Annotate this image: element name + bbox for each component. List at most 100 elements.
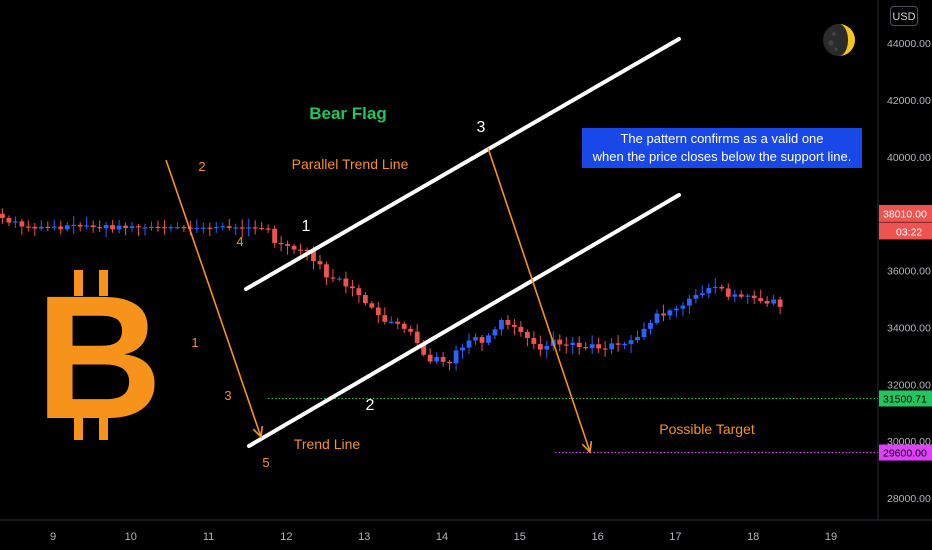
candle-body xyxy=(220,226,226,228)
candle-body xyxy=(337,278,342,280)
candle-body xyxy=(187,227,193,229)
candle-body xyxy=(317,261,323,265)
target-price-tag[interactable] xyxy=(879,444,932,461)
channel-point-label: 1 xyxy=(302,218,311,235)
date-tick-label: 13 xyxy=(358,531,370,543)
candle-body xyxy=(123,225,128,228)
candle-body xyxy=(19,221,25,227)
candle-body xyxy=(596,344,602,349)
candle-body xyxy=(6,217,12,223)
candle-body xyxy=(680,305,686,309)
wave-point-label: 3 xyxy=(224,388,231,403)
wave-point-label: 5 xyxy=(262,455,269,470)
date-tick-label: 16 xyxy=(591,531,603,543)
lower-channel-line[interactable] xyxy=(247,193,681,448)
candle-body xyxy=(609,343,615,350)
candle-body xyxy=(686,298,692,306)
date-tick-label: 9 xyxy=(50,531,56,543)
candle-body xyxy=(129,226,135,228)
candle-body xyxy=(58,226,64,230)
date-tick-label: 11 xyxy=(203,531,214,543)
date-tick-label: 18 xyxy=(747,531,759,543)
candle-body xyxy=(162,227,167,229)
candle-body xyxy=(537,343,543,350)
candle-body xyxy=(25,226,31,228)
candle-body xyxy=(427,354,433,362)
candle-body xyxy=(116,225,122,230)
bitcoin-symbol: B xyxy=(35,260,162,456)
candle-body xyxy=(64,225,70,230)
candle-body xyxy=(518,326,524,332)
trend-line-label: Trend Line xyxy=(294,436,361,452)
candle-body xyxy=(304,249,310,252)
candle-body xyxy=(764,300,770,304)
candle-body xyxy=(635,337,640,341)
candle-body xyxy=(563,344,569,346)
candle-body xyxy=(654,313,660,323)
candle-body xyxy=(401,323,407,329)
candle-body xyxy=(0,213,5,218)
impulse-arrow[interactable] xyxy=(165,159,262,438)
candle-body xyxy=(136,226,141,228)
time-axis[interactable]: 9 10 11 12 13 14 15 16 17 18 19 xyxy=(0,519,932,543)
candle-body xyxy=(473,337,478,341)
candle-body xyxy=(388,321,394,323)
candle-body xyxy=(311,251,316,262)
candlestick-series xyxy=(0,208,783,371)
impulse-arrow-head xyxy=(252,425,264,439)
target-arrow[interactable] xyxy=(487,147,591,453)
candle-body xyxy=(460,347,465,351)
moon-icon xyxy=(823,24,855,56)
date-tick-label: 17 xyxy=(669,531,681,543)
candle-body xyxy=(142,227,148,229)
candle-body xyxy=(349,286,355,289)
candle-body xyxy=(758,298,764,301)
currency-badge[interactable]: USD xyxy=(890,6,918,26)
candle-body xyxy=(382,315,388,322)
countdown-text: 03:22 xyxy=(896,226,922,238)
channel-point-label: 2 xyxy=(366,397,375,414)
candle-body xyxy=(84,225,90,227)
candle-body xyxy=(544,345,550,350)
candle-body xyxy=(745,295,751,297)
price-tick-label: 44000.00 xyxy=(887,38,931,50)
candle-body xyxy=(395,321,401,324)
price-axis[interactable]: 28000.0030000.0032000.0034000.0036000.00… xyxy=(877,0,932,520)
current-price-tag[interactable] xyxy=(879,204,932,222)
candle-body xyxy=(421,343,427,355)
upper-channel-line[interactable] xyxy=(244,37,681,291)
candle-body xyxy=(602,348,608,350)
candle-body xyxy=(751,295,757,299)
date-tick-label: 14 xyxy=(436,531,448,543)
chart-title: Bear Flag xyxy=(309,104,386,123)
candle-body xyxy=(97,227,103,229)
candle-body xyxy=(298,249,303,251)
possible-target-label: Possible Target xyxy=(659,421,755,437)
candle-body xyxy=(447,361,453,364)
candle-body xyxy=(32,226,38,229)
price-tick-label: 28000.00 xyxy=(887,493,931,505)
candle-body xyxy=(693,295,699,299)
wave-point-label: 1 xyxy=(191,335,198,350)
candle-body xyxy=(466,340,472,348)
candle-body xyxy=(486,335,491,343)
candle-body xyxy=(648,322,653,329)
candle-body xyxy=(622,343,627,346)
candle-body xyxy=(453,350,459,364)
candle-body xyxy=(732,294,738,297)
candle-body xyxy=(712,286,718,288)
candle-body xyxy=(51,226,57,228)
candle-body xyxy=(77,224,83,227)
candle-body xyxy=(512,324,517,327)
price-tick-label: 36000.00 xyxy=(887,266,931,278)
candle-body xyxy=(343,278,349,287)
candle-body xyxy=(777,299,783,307)
candle-body xyxy=(557,339,563,345)
candle-body xyxy=(499,320,504,330)
candle-body xyxy=(278,242,284,245)
support-price-tag[interactable] xyxy=(879,390,932,407)
candle-body xyxy=(330,277,336,279)
price-tick-label: 42000.00 xyxy=(887,95,931,107)
candle-body xyxy=(667,310,673,316)
